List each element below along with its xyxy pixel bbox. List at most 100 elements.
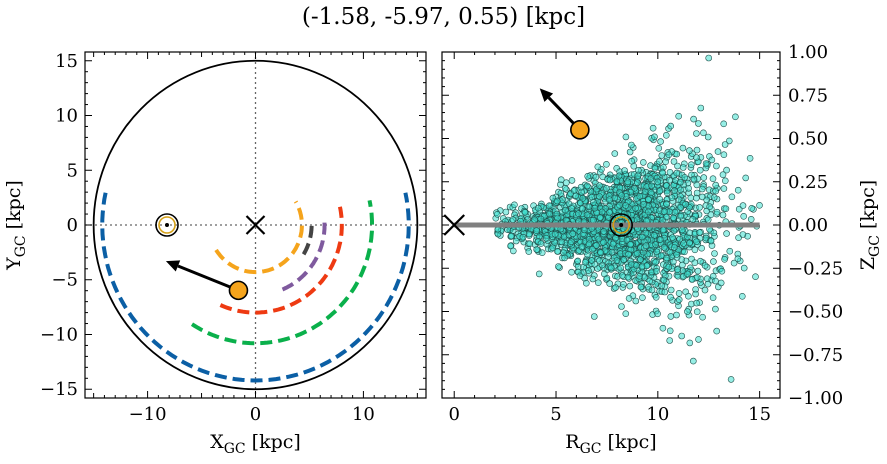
star-point <box>526 240 534 247</box>
star-point <box>719 171 727 178</box>
star-point <box>752 273 759 281</box>
left-y-tick-label: 0 <box>67 215 78 236</box>
galaxy-boundary-circle <box>92 59 419 391</box>
star-point <box>721 141 729 148</box>
star-point <box>624 178 632 186</box>
star-point <box>679 164 687 171</box>
star-point <box>625 295 633 302</box>
star-point <box>509 247 517 255</box>
star-point <box>592 173 600 181</box>
star-point <box>620 256 628 263</box>
object-marker <box>228 280 249 301</box>
right-y-axis-label: ZGC [kpc] <box>857 180 883 270</box>
star-point <box>638 233 646 241</box>
velocity-arrow-head <box>165 260 181 272</box>
star-point <box>696 229 703 236</box>
star-point <box>712 181 720 189</box>
star-point <box>624 273 632 281</box>
star-point <box>702 160 710 167</box>
star-point <box>613 178 621 185</box>
star-point <box>711 250 718 257</box>
star-point <box>686 229 694 237</box>
left-y-tick-label: −10 <box>40 324 78 345</box>
star-point <box>723 230 730 237</box>
left-y-tick-label: 10 <box>55 106 78 127</box>
right-x-tick-label: 5 <box>550 404 561 425</box>
star-point <box>667 313 675 320</box>
star-point <box>709 175 717 182</box>
star-point <box>493 211 501 218</box>
star-point <box>703 196 711 204</box>
star-point <box>648 286 656 294</box>
star-point <box>740 213 748 220</box>
star-point <box>640 201 648 208</box>
star-point <box>545 202 553 209</box>
star-point <box>679 261 686 269</box>
star-point <box>651 232 658 239</box>
left-x-tick-label: 10 <box>352 404 375 425</box>
star-point <box>636 193 644 200</box>
right-marks <box>454 54 763 383</box>
star-point <box>652 293 660 301</box>
star-point <box>661 208 668 215</box>
star-point <box>597 249 605 256</box>
star-point <box>686 339 694 347</box>
star-point <box>568 205 576 212</box>
star-point <box>554 214 561 222</box>
star-point <box>704 133 712 141</box>
star-point <box>693 299 700 307</box>
star-point <box>568 268 575 276</box>
star-point <box>679 144 687 152</box>
star-point <box>677 204 684 211</box>
star-point <box>575 210 582 217</box>
star-point <box>687 194 695 202</box>
right-sun-marker-dot <box>619 223 624 227</box>
star-point <box>669 258 677 266</box>
star-point <box>712 277 719 285</box>
star-point <box>694 267 702 275</box>
star-point <box>574 257 582 265</box>
star-point <box>596 257 603 265</box>
star-point <box>633 250 641 257</box>
star-point <box>538 249 546 256</box>
star-point <box>720 120 728 128</box>
right-axis-ticks: 0 5 10 15 1.00 0.75 0.50 0.25 0.00 −0.25 −0.50 −0.7… <box>442 42 843 425</box>
star-point <box>663 200 670 208</box>
star-point <box>666 327 674 335</box>
sun-marker-ring-outer <box>155 213 179 237</box>
star-point <box>588 245 596 253</box>
star-point <box>675 289 683 297</box>
left-x-tick-label: 0 <box>250 404 261 425</box>
star-point <box>585 267 592 274</box>
left-axis-ticks: −10 0 10 15 10 5 0 −5 −10 −15 <box>40 51 426 425</box>
star-point <box>606 196 613 203</box>
star-point <box>653 267 660 275</box>
star-point <box>726 247 734 255</box>
star-point <box>637 283 645 291</box>
star-point <box>675 296 683 304</box>
star-point <box>638 263 646 270</box>
star-point <box>645 196 652 203</box>
star-point <box>742 174 750 182</box>
star-point <box>577 183 585 191</box>
right-y-tick-label: −0.50 <box>788 302 843 323</box>
star-point <box>720 185 728 192</box>
star-point <box>677 186 684 194</box>
right-panel: 0 5 10 15 1.00 0.75 0.50 0.25 0.00 −0.25 −0.50 −0.7… <box>441 42 883 457</box>
star-point <box>598 208 606 216</box>
star-point <box>588 257 596 264</box>
star-point <box>708 156 716 164</box>
star-point <box>585 240 593 248</box>
left-y-tick-label: 5 <box>67 160 78 181</box>
star-point <box>707 211 715 218</box>
star-point <box>628 141 635 149</box>
star-point <box>734 255 742 263</box>
star-point <box>696 166 704 174</box>
star-point <box>635 167 642 174</box>
star-point <box>684 270 691 278</box>
star-point <box>593 242 600 249</box>
star-point <box>740 264 748 272</box>
star-point <box>693 154 700 161</box>
star-point <box>612 284 619 291</box>
star-point <box>687 161 695 168</box>
